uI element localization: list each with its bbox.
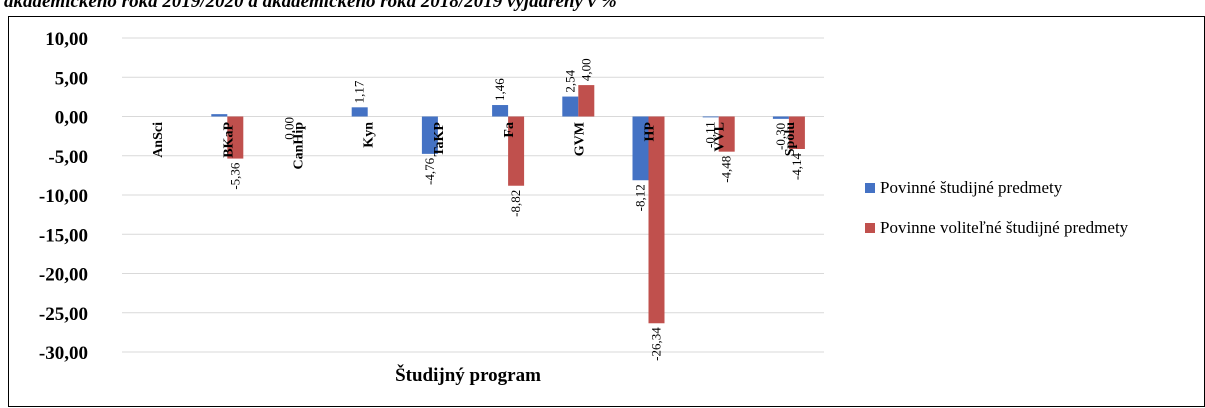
data-label: -4,14 — [789, 153, 804, 181]
y-tick-label: 0,00 — [55, 108, 88, 129]
y-tick-label: -5,00 — [48, 147, 88, 168]
bar — [788, 116, 805, 149]
data-label: -8,82 — [508, 190, 523, 217]
bar — [632, 116, 649, 181]
category-label: GVM — [572, 122, 587, 156]
bar — [421, 116, 438, 154]
bar — [351, 107, 368, 117]
data-label: -0,11 — [703, 121, 718, 148]
category-label: CanHip — [292, 122, 307, 170]
category-label: VVL — [713, 122, 728, 152]
bar — [562, 96, 579, 117]
bar — [702, 116, 719, 118]
chart-caption: akademickeho roka 2019/2020 a akademicke… — [4, 0, 617, 12]
bar — [718, 116, 735, 152]
y-tick-label: -25,00 — [39, 304, 88, 325]
bar — [227, 116, 244, 159]
category-label: AnSci — [151, 122, 166, 158]
bars — [211, 85, 805, 324]
category-labels: AnSci BKaP CanHip Kyn TaKP Fa GVM HP VVL Spolu — [151, 122, 798, 170]
category-label: Spolu — [783, 122, 798, 156]
y-axis-tick-labels: 10,00 5,00 0,00 -5,00 -10,00 -15,00 -20,00 -25,… — [39, 29, 88, 364]
data-label: -0,30 — [773, 123, 788, 150]
bar — [578, 85, 595, 117]
data-label: 2,54 — [562, 69, 577, 92]
y-tick-label: -20,00 — [39, 265, 88, 286]
data-label: -26,34 — [649, 327, 664, 361]
data-label: -8,12 — [633, 184, 648, 211]
category-label: TaKP — [432, 122, 447, 157]
category-label: Kyn — [362, 122, 377, 148]
category-label: HP — [643, 122, 658, 142]
category-label: Fa — [502, 122, 517, 138]
gridlines — [122, 37, 824, 353]
data-label: 1,17 — [352, 80, 367, 103]
legend: Povinné študijné predmety Povinne voliteľ… — [865, 178, 1129, 237]
legend-swatch — [865, 223, 875, 233]
data-labels: -5,36 0,00 1,17 -4,76 1,46 -8,82 2,544,00 -8,12… — [227, 58, 804, 361]
data-label: 0,00 — [282, 117, 297, 140]
data-label: -4,48 — [719, 156, 734, 183]
y-tick-label: -10,00 — [39, 186, 88, 207]
y-tick-label: -30,00 — [39, 343, 88, 364]
legend-swatch — [865, 183, 875, 193]
data-label: 4,00 — [578, 58, 593, 81]
legend-label: Povinné študijné predmety — [880, 178, 1063, 197]
data-label: -4,76 — [422, 157, 437, 185]
data-label: 1,46 — [492, 78, 507, 101]
bar — [772, 116, 789, 119]
bar — [648, 116, 665, 324]
y-tick-label: 10,00 — [45, 29, 88, 50]
bar — [508, 116, 525, 186]
y-tick-label: -15,00 — [39, 225, 88, 246]
legend-label: Povinne voliteľné študijné predmety — [880, 218, 1129, 237]
bar — [211, 114, 228, 117]
y-tick-label: 5,00 — [55, 68, 88, 89]
data-label: -5,36 — [227, 162, 242, 190]
category-label: BKaP — [221, 122, 236, 158]
bar — [492, 105, 509, 117]
x-axis-title: Študijný program — [395, 364, 541, 386]
